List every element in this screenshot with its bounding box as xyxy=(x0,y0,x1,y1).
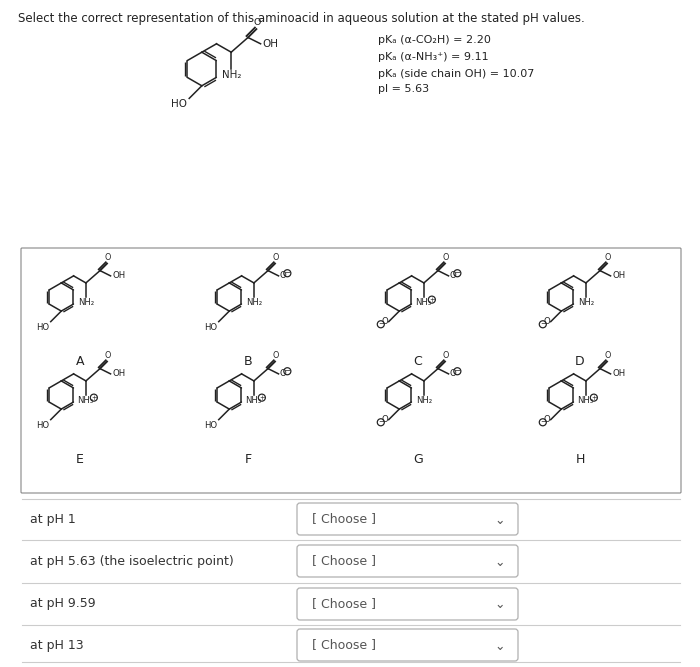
Text: −: − xyxy=(540,420,545,426)
Text: O: O xyxy=(449,370,456,378)
Text: NH₃: NH₃ xyxy=(577,396,593,405)
Text: O: O xyxy=(449,271,456,280)
Text: O: O xyxy=(279,370,286,378)
Text: HO: HO xyxy=(36,323,49,331)
Text: at pH 13: at pH 13 xyxy=(30,638,83,652)
Text: pKₐ (α-NH₃⁺) = 9.11: pKₐ (α-NH₃⁺) = 9.11 xyxy=(378,52,489,62)
Text: O: O xyxy=(605,351,611,360)
FancyBboxPatch shape xyxy=(297,503,518,535)
Text: O: O xyxy=(605,253,611,262)
Text: O: O xyxy=(105,351,111,360)
Text: HO: HO xyxy=(36,420,49,430)
Text: −: − xyxy=(378,420,384,426)
Text: B: B xyxy=(244,355,252,368)
Text: O: O xyxy=(273,351,279,360)
Text: +: + xyxy=(259,395,265,401)
Text: E: E xyxy=(76,453,84,466)
Text: O: O xyxy=(254,18,261,27)
Text: pKₐ (α-CO₂H) = 2.20: pKₐ (α-CO₂H) = 2.20 xyxy=(378,35,491,45)
Text: at pH 5.63 (the isoelectric point): at pH 5.63 (the isoelectric point) xyxy=(30,554,234,568)
Text: ⌄: ⌄ xyxy=(495,556,505,568)
FancyBboxPatch shape xyxy=(21,248,681,493)
Text: D: D xyxy=(575,355,584,368)
Text: −: − xyxy=(378,321,384,327)
Text: NH₂: NH₂ xyxy=(221,70,241,80)
Text: OH: OH xyxy=(262,39,279,49)
Text: NH₂: NH₂ xyxy=(246,298,262,307)
Text: O: O xyxy=(442,351,449,360)
Text: O: O xyxy=(382,415,389,424)
Text: pKₐ (side chain OH) = 10.07: pKₐ (side chain OH) = 10.07 xyxy=(378,69,534,79)
Text: NH₂: NH₂ xyxy=(578,298,594,307)
Text: O: O xyxy=(273,253,279,262)
Text: at pH 9.59: at pH 9.59 xyxy=(30,598,96,610)
Text: at pH 1: at pH 1 xyxy=(30,512,76,526)
Text: −: − xyxy=(284,270,290,276)
Text: O: O xyxy=(279,271,286,280)
Text: O: O xyxy=(544,317,551,326)
Text: NH₃: NH₃ xyxy=(77,396,93,405)
Text: +: + xyxy=(429,297,435,303)
FancyBboxPatch shape xyxy=(297,545,518,577)
Text: HO: HO xyxy=(204,323,217,331)
Text: HO: HO xyxy=(171,99,187,109)
Text: G: G xyxy=(413,453,423,466)
Text: O: O xyxy=(544,415,551,424)
Text: Select the correct representation of this aminoacid in aqueous solution at the s: Select the correct representation of thi… xyxy=(18,12,584,25)
Text: NH₂: NH₂ xyxy=(416,396,432,405)
Text: [ Choose ]: [ Choose ] xyxy=(312,638,376,652)
Text: −: − xyxy=(454,368,460,374)
Text: pl = 5.63: pl = 5.63 xyxy=(378,84,429,94)
Text: ⌄: ⌄ xyxy=(495,640,505,652)
Text: OH: OH xyxy=(612,370,625,378)
Text: +: + xyxy=(591,395,596,401)
Text: C: C xyxy=(414,355,422,368)
Text: O: O xyxy=(105,253,111,262)
FancyBboxPatch shape xyxy=(297,588,518,620)
Text: OH: OH xyxy=(612,271,625,280)
Text: ⌄: ⌄ xyxy=(495,514,505,526)
Text: −: − xyxy=(284,368,290,374)
Text: OH: OH xyxy=(112,271,125,280)
Text: NH₂: NH₂ xyxy=(78,298,94,307)
Text: −: − xyxy=(540,321,545,327)
Text: [ Choose ]: [ Choose ] xyxy=(312,598,376,610)
Text: O: O xyxy=(382,317,389,326)
FancyBboxPatch shape xyxy=(297,629,518,661)
Text: −: − xyxy=(454,270,460,276)
Text: OH: OH xyxy=(112,370,125,378)
Text: O: O xyxy=(442,253,449,262)
Text: NH₃: NH₃ xyxy=(415,298,431,307)
Text: NH₃: NH₃ xyxy=(245,396,261,405)
Text: [ Choose ]: [ Choose ] xyxy=(312,512,376,526)
Text: +: + xyxy=(91,395,97,401)
Text: HO: HO xyxy=(204,420,217,430)
Text: F: F xyxy=(244,453,251,466)
Text: H: H xyxy=(575,453,584,466)
Text: ⌄: ⌄ xyxy=(495,598,505,612)
Text: A: A xyxy=(76,355,84,368)
Text: [ Choose ]: [ Choose ] xyxy=(312,554,376,568)
